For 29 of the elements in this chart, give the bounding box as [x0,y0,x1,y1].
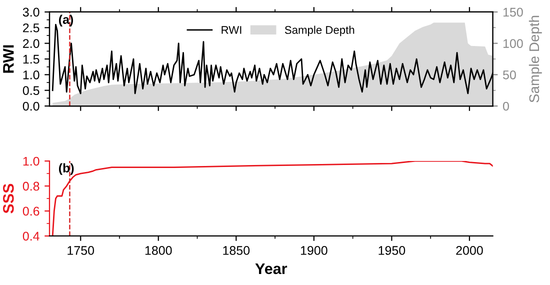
y2-tick-label: 0 [503,102,509,111]
y-tick-label: 2.0 [23,39,40,48]
legend-label: RWI [222,26,242,34]
legend-label: Sample Depth [284,26,354,36]
x-tick-label: 1850 [223,246,250,255]
x-tick-label: 2000 [456,246,483,255]
y-tick-label: 3.0 [22,8,40,17]
y-tick-label: 0.5 [22,86,40,95]
y-tick-label: 1.0 [23,70,40,80]
y2-axis-title: Sample Depth [528,16,542,102]
annotation: (b) [58,163,74,175]
y-tick-label: 0.8 [22,182,40,191]
y-tick-label: 1.5 [23,54,40,64]
annotation: (a) [58,14,74,26]
y-tick-label: 0.6 [22,206,40,216]
y2-tick-label: 100 [503,39,523,48]
y2-tick-label: 50 [503,70,516,80]
y-axis-title: RWI [3,45,14,73]
y-axis-title: SSS [3,184,14,214]
x-tick-label: 1750 [68,246,94,255]
y-tick-label: 0.0 [22,102,40,111]
y-tick-label: 0.4 [22,232,40,241]
y-tick-label: 1.0 [23,156,40,166]
x-tick-label: 1900 [300,246,328,255]
y-tick-label: 2.5 [23,23,40,32]
y2-tick-label: 150 [503,8,523,17]
x-tick-label: 1950 [378,246,406,255]
x-tick-label: 1800 [145,246,172,255]
x-axis-title: Year [255,263,288,274]
